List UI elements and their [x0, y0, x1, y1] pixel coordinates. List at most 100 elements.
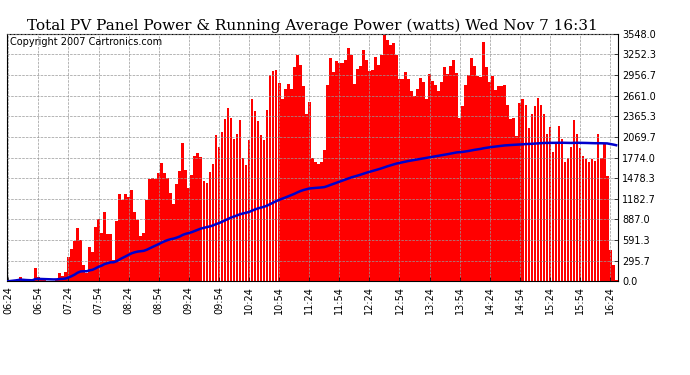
- Bar: [281, 99, 284, 281]
- Bar: [148, 180, 151, 281]
- Bar: [506, 105, 509, 281]
- Bar: [482, 42, 485, 281]
- Bar: [593, 160, 596, 281]
- Bar: [404, 72, 407, 281]
- Bar: [495, 90, 497, 281]
- Bar: [440, 82, 443, 281]
- Bar: [597, 134, 600, 281]
- Bar: [603, 143, 606, 281]
- Bar: [428, 74, 431, 281]
- Bar: [166, 178, 169, 281]
- Bar: [471, 58, 473, 281]
- Bar: [555, 142, 558, 281]
- Bar: [235, 134, 238, 281]
- Bar: [564, 162, 566, 281]
- Bar: [13, 280, 16, 281]
- Bar: [458, 118, 461, 281]
- Bar: [588, 162, 591, 281]
- Bar: [533, 106, 536, 281]
- Bar: [449, 66, 452, 281]
- Bar: [55, 279, 58, 281]
- Bar: [338, 63, 341, 281]
- Bar: [73, 241, 76, 281]
- Bar: [401, 79, 404, 281]
- Bar: [100, 233, 103, 281]
- Bar: [476, 76, 479, 281]
- Bar: [570, 147, 573, 281]
- Bar: [172, 204, 175, 281]
- Bar: [151, 178, 154, 281]
- Bar: [416, 89, 419, 281]
- Bar: [584, 159, 587, 281]
- Bar: [371, 70, 374, 281]
- Bar: [254, 111, 257, 281]
- Bar: [121, 200, 124, 281]
- Bar: [217, 147, 220, 281]
- Bar: [509, 119, 512, 281]
- Bar: [233, 138, 235, 281]
- Bar: [504, 85, 506, 281]
- Bar: [239, 120, 241, 281]
- Bar: [386, 40, 389, 281]
- Bar: [85, 273, 88, 281]
- Bar: [179, 171, 181, 281]
- Bar: [76, 228, 79, 281]
- Bar: [573, 120, 575, 281]
- Bar: [259, 135, 262, 281]
- Bar: [127, 196, 130, 281]
- Bar: [579, 148, 582, 281]
- Bar: [398, 79, 401, 281]
- Bar: [290, 89, 293, 281]
- Bar: [443, 67, 446, 281]
- Bar: [326, 85, 328, 281]
- Bar: [566, 158, 569, 281]
- Bar: [497, 87, 500, 281]
- Bar: [230, 118, 233, 281]
- Bar: [34, 268, 37, 281]
- Bar: [410, 91, 413, 281]
- Bar: [202, 182, 205, 281]
- Bar: [537, 98, 540, 281]
- Bar: [395, 56, 398, 281]
- Bar: [61, 276, 64, 281]
- Bar: [37, 277, 40, 281]
- Bar: [480, 77, 482, 281]
- Bar: [296, 55, 299, 281]
- Bar: [142, 233, 145, 281]
- Bar: [473, 66, 476, 281]
- Bar: [248, 140, 250, 281]
- Bar: [257, 121, 259, 281]
- Bar: [467, 75, 470, 281]
- Bar: [263, 140, 266, 281]
- Bar: [106, 234, 109, 281]
- Bar: [341, 63, 344, 281]
- Bar: [500, 86, 503, 281]
- Bar: [170, 193, 172, 281]
- Bar: [540, 105, 542, 281]
- Bar: [582, 156, 584, 281]
- Bar: [206, 183, 208, 281]
- Bar: [64, 272, 67, 281]
- Bar: [94, 227, 97, 281]
- Bar: [208, 172, 211, 281]
- Bar: [335, 61, 337, 281]
- Bar: [299, 65, 302, 281]
- Bar: [609, 250, 611, 281]
- Bar: [549, 127, 551, 281]
- Bar: [293, 67, 295, 281]
- Bar: [184, 170, 187, 281]
- Bar: [164, 172, 166, 281]
- Bar: [175, 184, 178, 281]
- Bar: [431, 81, 434, 281]
- Bar: [531, 114, 533, 281]
- Bar: [88, 247, 91, 281]
- Bar: [193, 156, 196, 281]
- Bar: [368, 71, 371, 281]
- Bar: [612, 265, 615, 281]
- Bar: [91, 252, 94, 281]
- Bar: [197, 153, 199, 281]
- Bar: [190, 175, 193, 281]
- Bar: [392, 44, 395, 281]
- Bar: [284, 89, 286, 281]
- Bar: [323, 150, 326, 281]
